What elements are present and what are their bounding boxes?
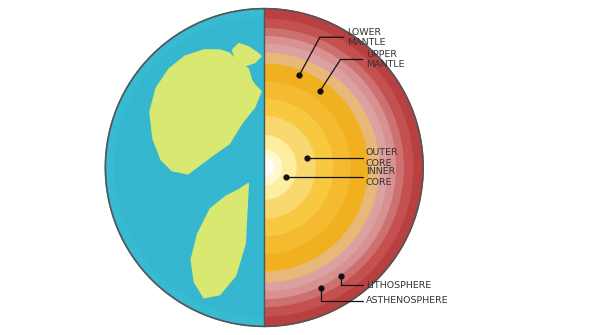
Text: OUTER
CORE: OUTER CORE [366, 148, 398, 168]
Polygon shape [106, 9, 264, 326]
Wedge shape [264, 44, 388, 291]
Polygon shape [106, 9, 264, 326]
Wedge shape [264, 159, 273, 176]
Text: LITHOSPHERE: LITHOSPHERE [366, 280, 431, 289]
Wedge shape [264, 9, 423, 326]
Wedge shape [264, 28, 403, 307]
Text: ASTHENOSPHERE: ASTHENOSPHERE [366, 296, 449, 306]
Text: UPPER
MANTLE: UPPER MANTLE [366, 50, 404, 69]
Wedge shape [264, 82, 350, 253]
Polygon shape [115, 18, 264, 317]
Wedge shape [264, 37, 395, 298]
Polygon shape [232, 44, 261, 66]
Wedge shape [264, 136, 296, 199]
Wedge shape [264, 117, 315, 218]
Wedge shape [264, 19, 413, 316]
Text: LOWER
MANTLE: LOWER MANTLE [347, 27, 385, 47]
Text: INNER
CORE: INNER CORE [366, 167, 395, 187]
Wedge shape [264, 53, 379, 282]
Wedge shape [264, 99, 332, 236]
Wedge shape [264, 64, 368, 271]
Polygon shape [191, 183, 248, 298]
Polygon shape [150, 50, 261, 174]
Wedge shape [264, 150, 282, 185]
